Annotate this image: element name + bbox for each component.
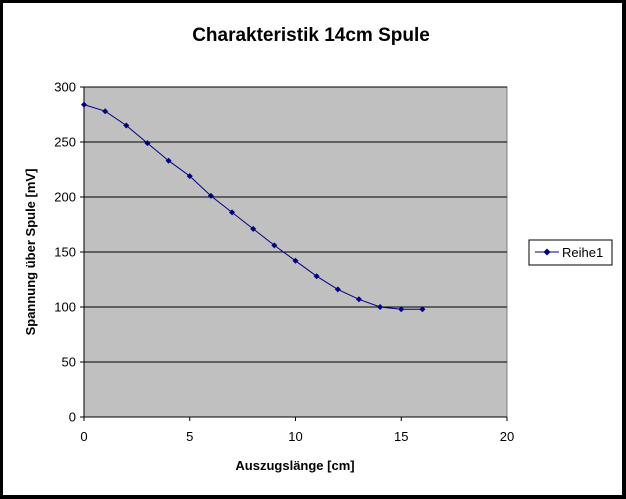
data-point-10	[292, 257, 299, 264]
data-point-16	[419, 306, 426, 313]
x-tick-label-5: 5	[186, 429, 193, 444]
legend-label-reihe1: Reihe1	[562, 245, 603, 260]
data-point-5	[186, 173, 193, 180]
chart-area: Charakteristik 14cm Spule 0 50 100 150 200 25…	[3, 3, 622, 495]
data-point-0	[81, 101, 87, 108]
data-point-3	[144, 140, 151, 147]
x-axis-title: Auszugslänge [cm]	[235, 458, 354, 473]
y-tick-label-300: 300	[54, 80, 76, 95]
chart-title: Charakteristik 14cm Spule	[192, 25, 430, 46]
y-tick-label-250: 250	[54, 135, 76, 150]
data-point-4	[165, 157, 172, 164]
y-tick-label-100: 100	[54, 300, 76, 315]
y-axis-ticks: 0 50 100 150 200 250 300	[54, 80, 84, 425]
y-axis-title: Spannung über Spule [mV]	[23, 169, 38, 336]
data-point-13	[355, 296, 362, 303]
line-chart: Charakteristik 14cm Spule 05010015020025…	[23, 25, 613, 473]
data-point-8	[250, 225, 257, 232]
x-tick-label-20: 20	[500, 429, 514, 444]
data-point-12	[334, 286, 341, 293]
legend: Reihe1	[528, 239, 613, 266]
x-tick-label-10: 10	[288, 429, 302, 444]
data-point-14	[377, 304, 384, 310]
x-axis-ticks: 0 5 10 15 20	[80, 417, 514, 444]
data-point-7	[229, 209, 236, 216]
y-tick-label-150: 150	[54, 245, 76, 260]
series-markers-reihe1	[81, 101, 426, 313]
x-tick-label-15: 15	[394, 429, 408, 444]
data-point-9	[271, 242, 278, 249]
y-tick-label-200: 200	[54, 190, 76, 205]
data-point-11	[313, 273, 320, 280]
data-point-1	[102, 108, 109, 115]
y-tick-label-50: 50	[62, 355, 76, 370]
data-point-2	[123, 122, 130, 129]
x-tick-label-0: 0	[80, 429, 87, 444]
data-point-15	[398, 306, 405, 313]
y-tick-label-0: 0	[69, 410, 76, 425]
legend-diamond-icon	[543, 248, 551, 256]
gridlines	[84, 86, 507, 363]
data-point-6	[207, 192, 214, 199]
